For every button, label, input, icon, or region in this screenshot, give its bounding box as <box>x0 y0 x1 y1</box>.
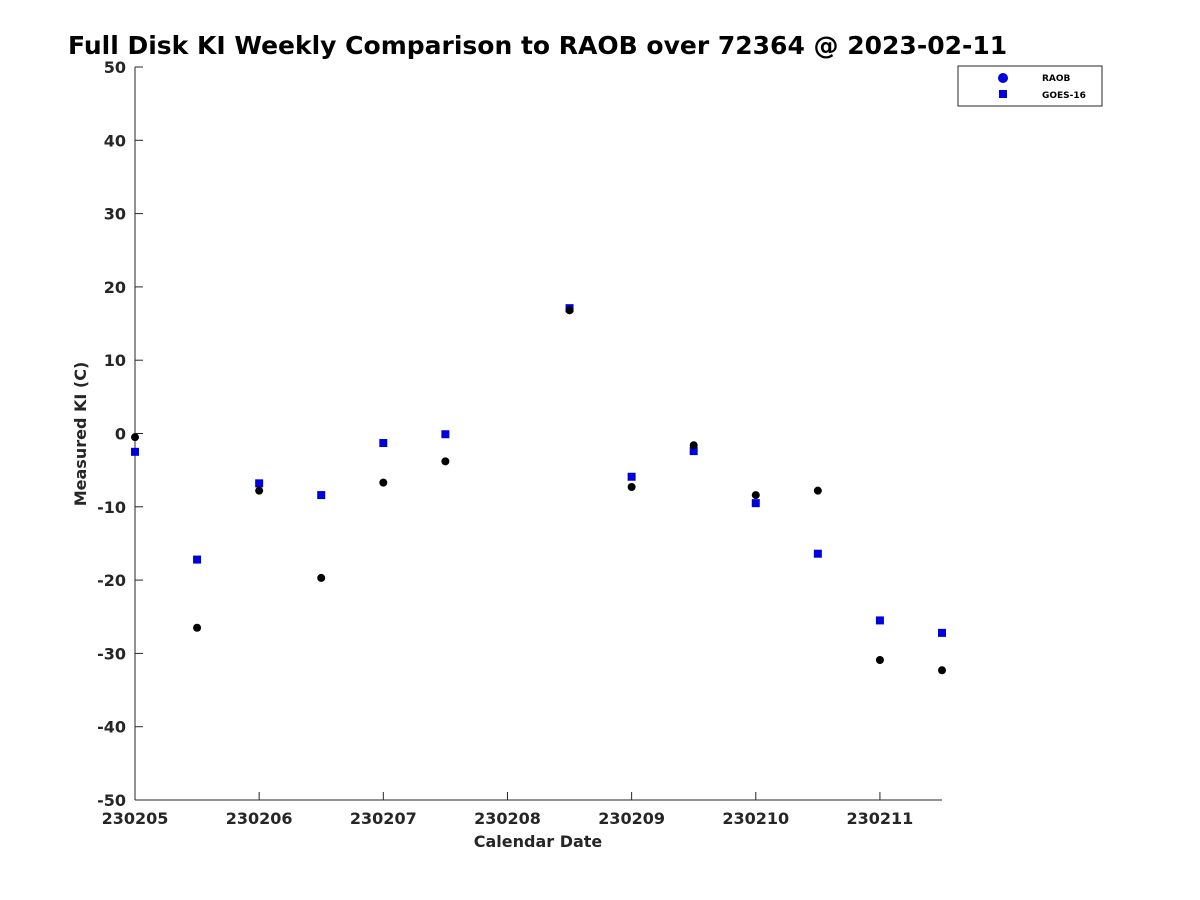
legend-goes-marker <box>999 90 1007 98</box>
series-raob <box>131 306 946 675</box>
legend: RAOB GOES-16 <box>957 65 1103 107</box>
goes-16-point <box>938 628 946 637</box>
raob-point <box>875 655 884 664</box>
raob-point <box>689 441 698 450</box>
goes-16-point <box>255 479 264 488</box>
goes-16-point <box>441 430 450 439</box>
series-goes-16 <box>131 304 946 637</box>
x-tick-label: 230206 <box>226 809 293 828</box>
y-tick-label: -50 <box>97 791 126 810</box>
goes-16-point <box>131 447 139 456</box>
y-tick-label: -30 <box>97 644 126 663</box>
raob-point <box>255 486 264 495</box>
chart-title: Full Disk KI Weekly Comparison to RAOB o… <box>68 31 1007 60</box>
y-tick-label: 20 <box>104 278 126 297</box>
raob-point <box>193 623 202 632</box>
y-tick-label: 50 <box>104 58 126 77</box>
goes-16-point <box>627 472 636 481</box>
y-tick-label: -10 <box>97 498 126 517</box>
raob-point <box>813 486 822 495</box>
x-tick-label: 230210 <box>722 809 789 828</box>
goes-16-point <box>875 616 884 625</box>
x-axis-ticks: 230205 230206 230207 230208 230209 230210 2302… <box>102 792 914 828</box>
goes-16-point <box>193 555 202 564</box>
x-tick-label: 230207 <box>350 809 417 828</box>
goes-16-point <box>689 447 698 456</box>
x-tick-label: 230209 <box>598 809 665 828</box>
goes-16-point <box>379 439 388 448</box>
x-tick-label: 230208 <box>474 809 541 828</box>
y-tick-label: 0 <box>115 425 126 444</box>
y-tick-label: -40 <box>97 718 126 737</box>
legend-raob-marker <box>998 73 1008 83</box>
raob-point <box>565 306 574 315</box>
y-tick-label: 40 <box>104 131 126 150</box>
goes-16-point <box>813 549 822 558</box>
y-tick-label: -20 <box>97 571 126 590</box>
goes-16-point <box>751 499 760 508</box>
x-axis-label: Calendar Date <box>474 832 603 851</box>
legend-goes-label: GOES-16 <box>1042 91 1086 101</box>
legend-raob-label: RAOB <box>1042 74 1071 84</box>
raob-point <box>317 573 326 582</box>
legend-box <box>957 65 1103 107</box>
raob-point <box>751 491 760 500</box>
data-series <box>131 304 946 675</box>
raob-point <box>627 483 636 492</box>
raob-point <box>131 433 139 442</box>
y-axis-label: Measured KI (C) <box>71 362 90 507</box>
goes-16-point <box>317 491 326 500</box>
raob-point <box>379 478 388 487</box>
y-axis-ticks: -50 -40 -30 -20 -10 0 10 20 30 40 50 <box>97 58 143 810</box>
raob-point <box>938 666 946 675</box>
raob-point <box>441 457 450 466</box>
y-tick-label: 10 <box>104 351 126 370</box>
y-tick-label: 30 <box>104 205 126 224</box>
x-tick-label: 230211 <box>847 809 914 828</box>
x-tick-label: 230205 <box>102 809 169 828</box>
